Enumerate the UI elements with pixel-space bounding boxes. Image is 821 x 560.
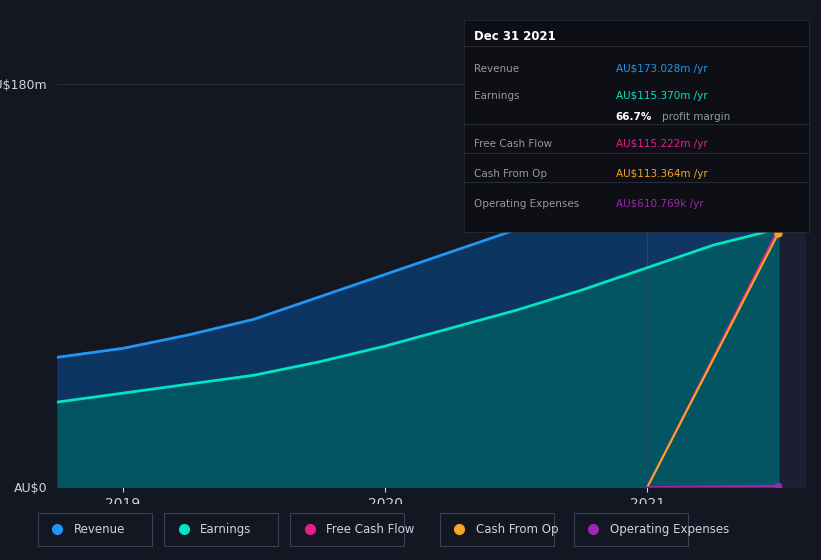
- Text: Cash From Op: Cash From Op: [475, 169, 548, 179]
- Text: Revenue: Revenue: [475, 64, 520, 74]
- Text: Operating Expenses: Operating Expenses: [610, 522, 729, 536]
- Text: AU$115.370m /yr: AU$115.370m /yr: [616, 91, 707, 101]
- Text: AU$173.028m /yr: AU$173.028m /yr: [616, 64, 707, 74]
- Text: Cash From Op: Cash From Op: [476, 522, 558, 536]
- Text: profit margin: profit margin: [662, 112, 731, 122]
- Text: AU$610.769k /yr: AU$610.769k /yr: [616, 199, 704, 209]
- Text: AU$113.364m /yr: AU$113.364m /yr: [616, 169, 708, 179]
- Text: Operating Expenses: Operating Expenses: [475, 199, 580, 209]
- Text: Free Cash Flow: Free Cash Flow: [475, 139, 553, 149]
- Text: Revenue: Revenue: [74, 522, 126, 536]
- Point: [772, 95, 785, 104]
- Text: Free Cash Flow: Free Cash Flow: [326, 522, 415, 536]
- Point: [772, 225, 785, 234]
- Text: Dec 31 2021: Dec 31 2021: [475, 30, 556, 43]
- Point: [772, 225, 785, 234]
- Text: AU$115.222m /yr: AU$115.222m /yr: [616, 139, 708, 149]
- Text: 66.7%: 66.7%: [616, 112, 652, 122]
- Text: Earnings: Earnings: [200, 522, 251, 536]
- Text: Earnings: Earnings: [475, 91, 520, 101]
- Point: [772, 482, 785, 491]
- Point: [772, 229, 785, 238]
